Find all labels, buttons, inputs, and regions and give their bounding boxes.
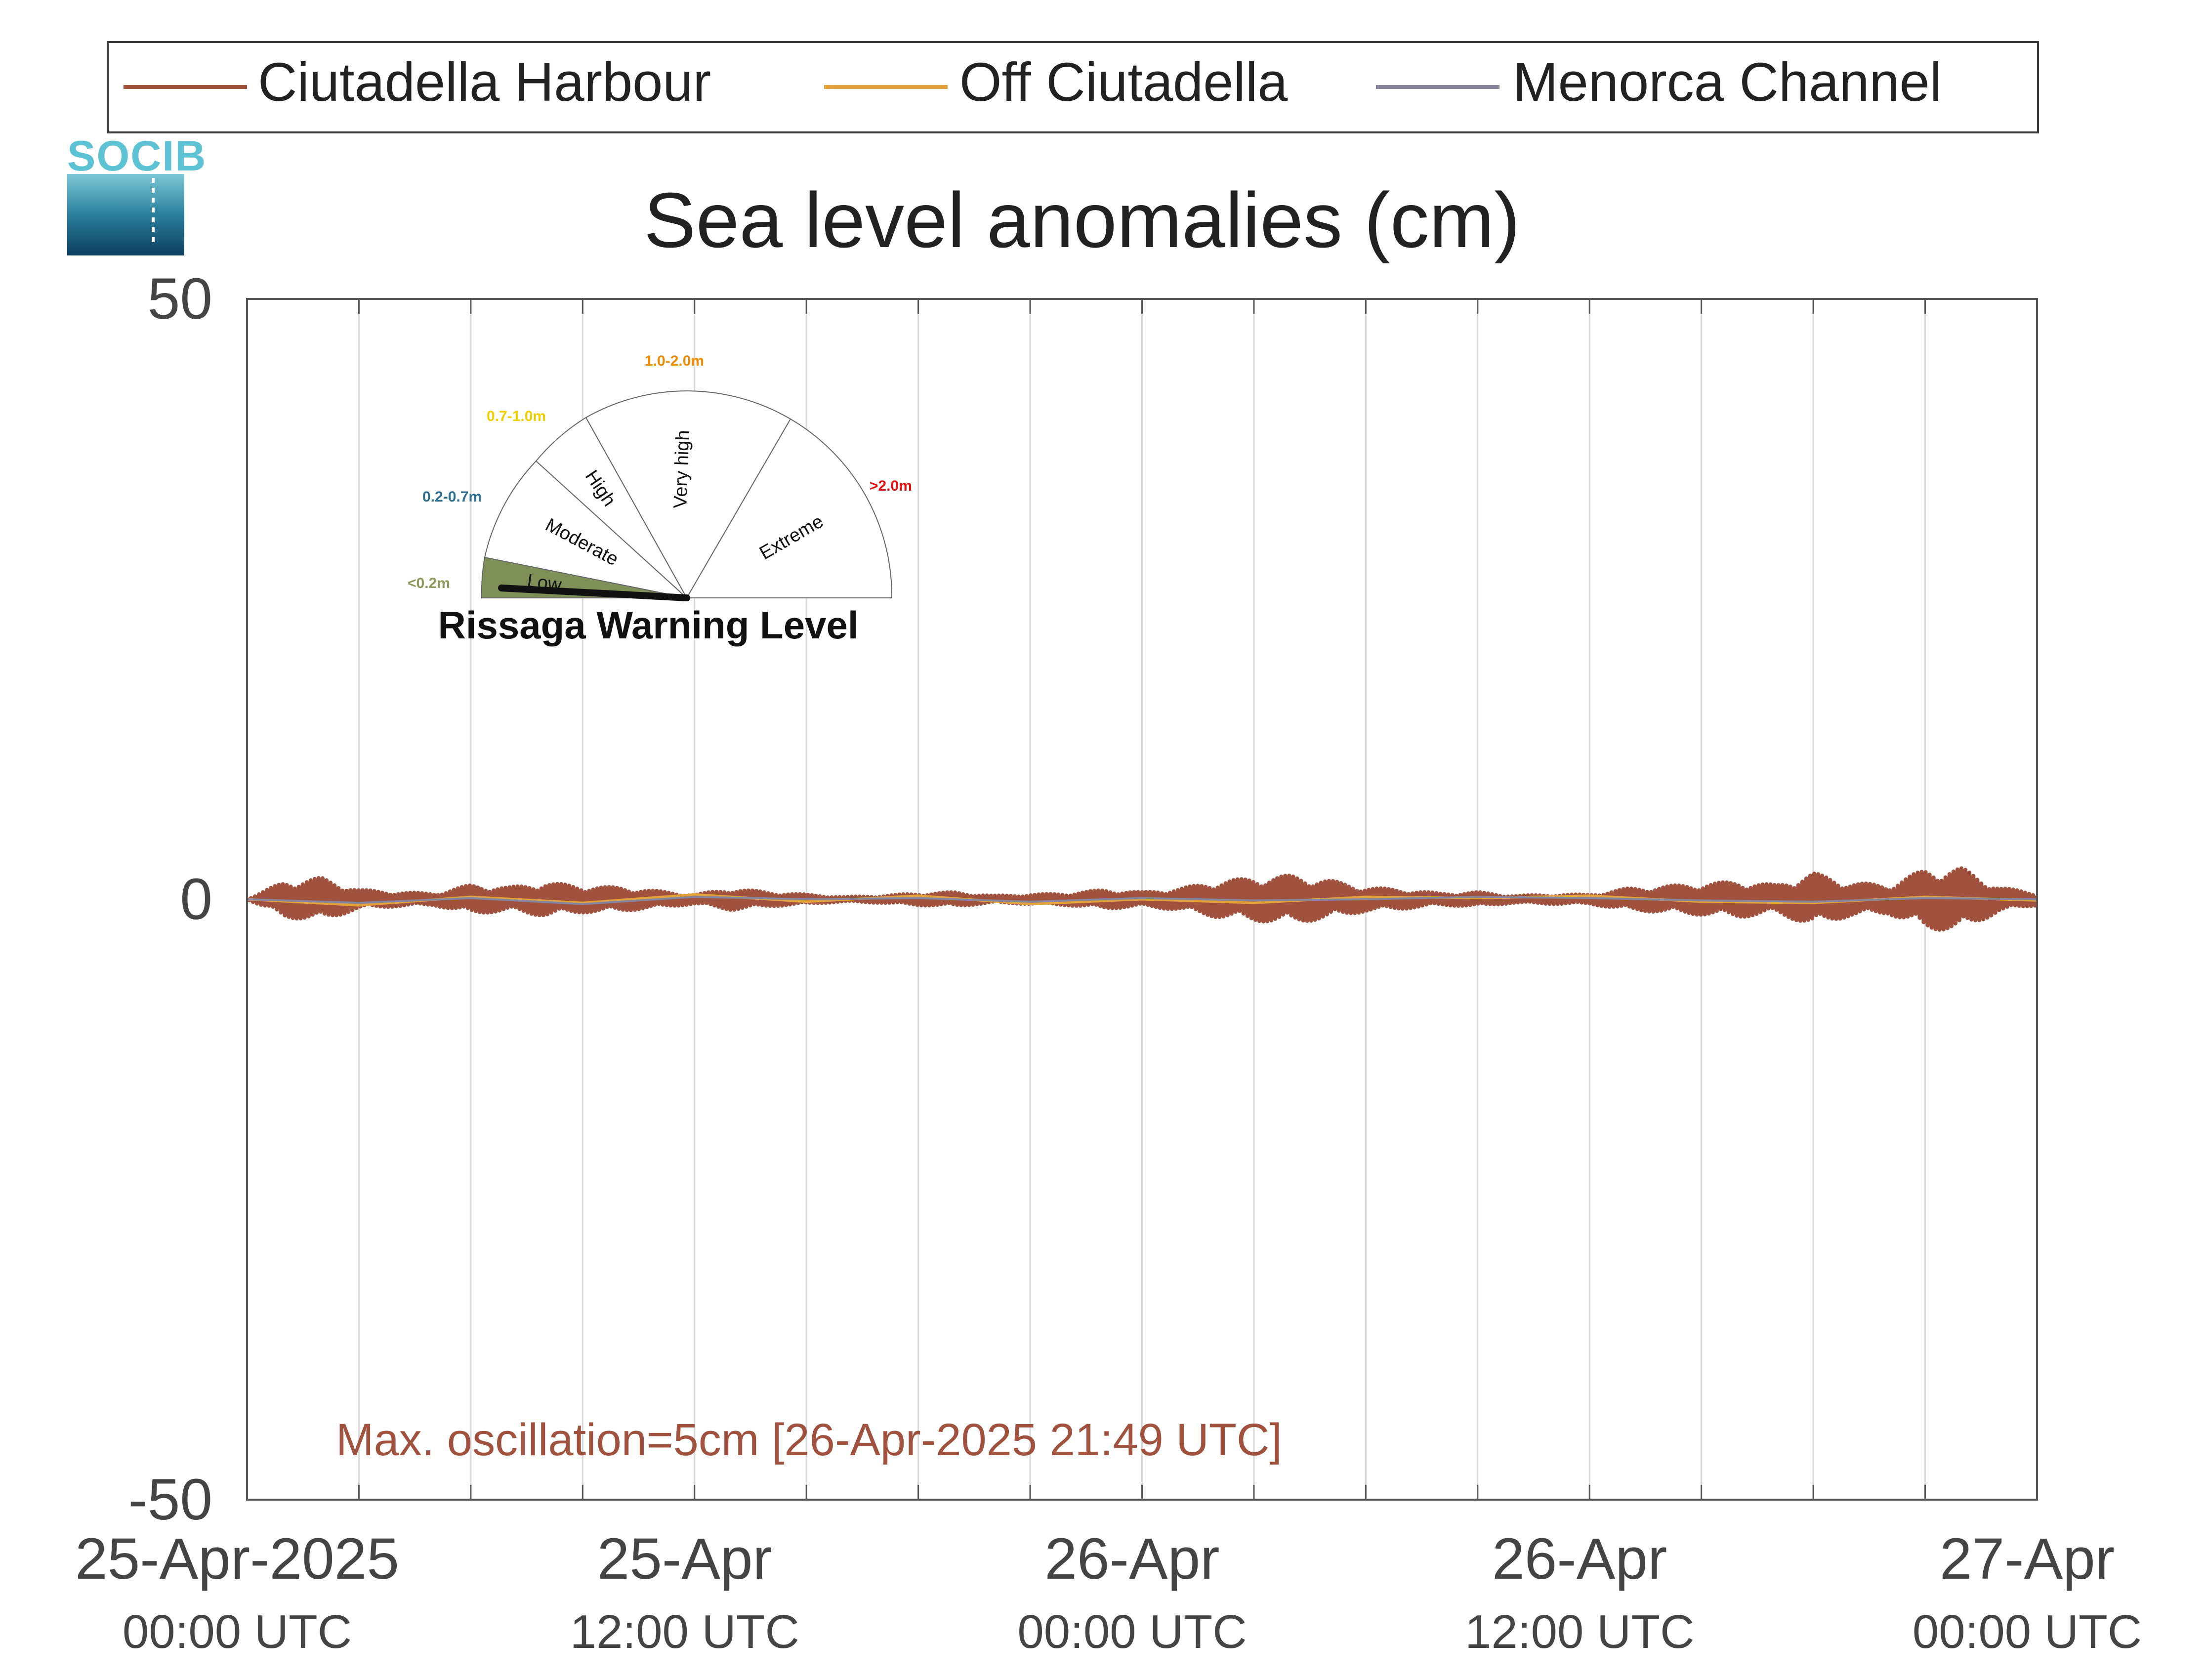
x-tick-time-label: 12:00 UTC — [1465, 1605, 1694, 1658]
y-tick-label: 0 — [180, 867, 212, 932]
socib-logo: SOCIB — [67, 132, 207, 255]
max-oscillation-annotation: Max. oscillation=5cm [26-Apr-2025 21:49 … — [336, 1415, 1282, 1465]
gauge-range-high: 0.7-1.0m — [487, 408, 546, 424]
x-tick-time-label: 00:00 UTC — [123, 1605, 352, 1658]
x-tick-time-label: 12:00 UTC — [570, 1605, 799, 1658]
legend-label-menorca-channel: Menorca Channel — [1513, 52, 1942, 113]
axis-ticks — [358, 299, 1926, 1500]
gauge-sector-very-high — [585, 390, 791, 599]
x-tick-time-label: 00:00 UTC — [1017, 1605, 1247, 1658]
x-tick-date-label: 27-Apr — [1940, 1526, 2115, 1592]
series-menorca-channel — [247, 896, 2037, 905]
gauge-title: Rissaga Warning Level — [438, 603, 858, 647]
series-layer — [247, 866, 2037, 932]
x-tick-date-label: 25-Apr — [597, 1526, 772, 1592]
socib-logo-block — [67, 174, 184, 255]
y-axis: -50 0 50 — [128, 266, 212, 1532]
legend-box — [107, 41, 2039, 133]
gauge-needle — [498, 585, 690, 601]
gauge-range-moderate: 0.2-0.7m — [422, 489, 482, 505]
x-tick-date-label: 26-Apr — [1044, 1526, 1219, 1592]
x-tick-time-label: 00:00 UTC — [1913, 1605, 2142, 1658]
gauge-range-very-high: 1.0-2.0m — [645, 353, 704, 369]
gauge-label-very-high: Very high — [670, 430, 694, 509]
x-axis: 25-Apr-2025 00:00 UTC 25-Apr 12:00 UTC 26-Ap… — [75, 1526, 2142, 1658]
series-ciutadella-harbour — [247, 866, 2037, 932]
x-tick-date-label: 25-Apr-2025 — [75, 1526, 399, 1592]
gauge-sector-extreme — [686, 418, 893, 598]
legend: Ciutadella Harbour Off Ciutadella Menorc… — [107, 41, 2039, 133]
series-off-ciutadella — [247, 893, 2037, 907]
gauge-sector-moderate — [484, 460, 689, 599]
y-tick-label: 50 — [148, 266, 212, 332]
socib-logo-text: SOCIB — [67, 132, 207, 180]
legend-label-off-ciutadella: Off Ciutadella — [959, 52, 1288, 113]
legend-label-ciutadella-harbour: Ciutadella Harbour — [258, 52, 711, 113]
gauge-range-extreme: >2.0m — [870, 478, 912, 494]
y-tick-label: -50 — [128, 1467, 212, 1532]
chart-title: Sea level anomalies (cm) — [644, 177, 1520, 264]
rissaga-warning-gauge: Low Moderate High Very high Extreme <0.2… — [408, 353, 912, 647]
gauge-range-low: <0.2m — [408, 575, 450, 591]
x-tick-date-label: 26-Apr — [1492, 1526, 1667, 1592]
